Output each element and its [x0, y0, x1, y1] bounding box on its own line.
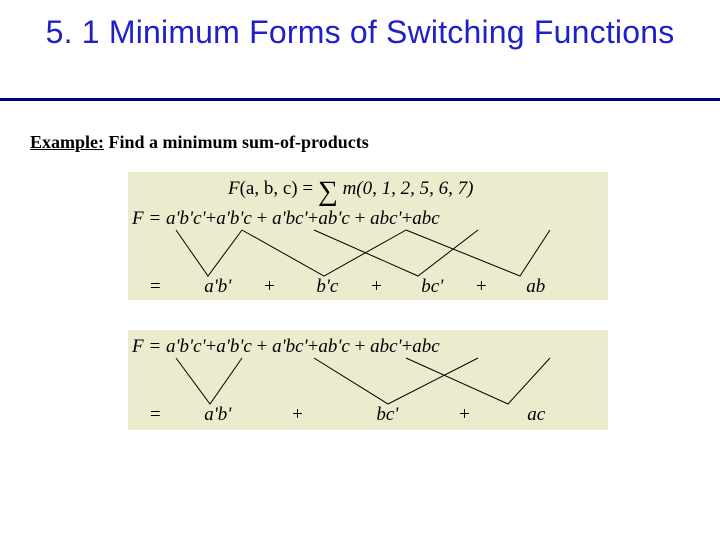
- plus: +: [371, 276, 382, 297]
- p1-m: m(0, 1, 2, 5, 6, 7): [338, 178, 474, 199]
- p2l3-eq: =: [150, 404, 161, 425]
- p1l3-g3: bc': [421, 276, 443, 297]
- p1l3-g1: a'b': [204, 276, 231, 297]
- p1-eq: =: [298, 178, 318, 199]
- title-rule: [0, 98, 720, 101]
- p1l3-g4: ab: [526, 276, 545, 297]
- p2-result-line: = a'b' + bc' + ac: [150, 404, 545, 426]
- p2l3-g3: ac: [527, 404, 545, 425]
- p1-F: F: [228, 178, 240, 199]
- plus: +: [292, 404, 303, 425]
- p1-result-line: = a'b' + b'c + bc' + ab: [150, 276, 545, 298]
- example-underlined: Example:: [30, 132, 104, 152]
- p1-args: (a, b, c): [240, 178, 298, 199]
- sigma-icon: ∑: [318, 176, 338, 208]
- p2l3-g2: bc': [376, 404, 398, 425]
- example-label: Example: Find a minimum sum-of-products: [30, 132, 369, 153]
- p1-summation-line: F(a, b, c) = ∑ m(0, 1, 2, 5, 6, 7): [228, 176, 473, 208]
- p1l3-g2: b'c: [316, 276, 338, 297]
- example-rest: Find a minimum sum-of-products: [104, 132, 369, 152]
- slide-title: 5. 1 Minimum Forms of Switching Function…: [0, 14, 720, 51]
- plus: +: [476, 276, 487, 297]
- p2l3-g1: a'b': [204, 404, 231, 425]
- p1l3-eq: =: [150, 276, 161, 297]
- plus: +: [459, 404, 470, 425]
- plus: +: [264, 276, 275, 297]
